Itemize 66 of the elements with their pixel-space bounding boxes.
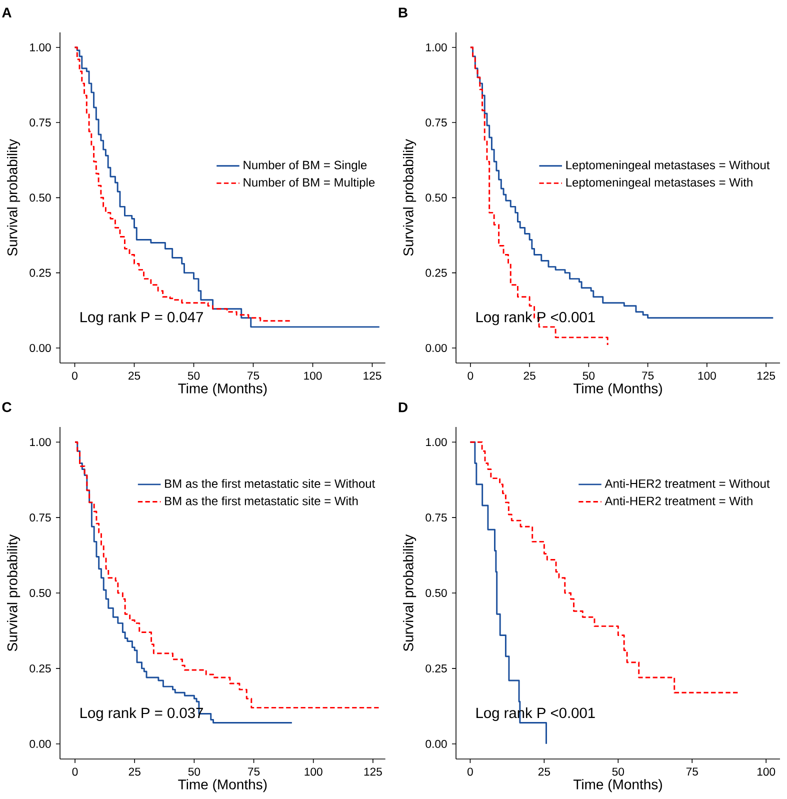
x-tick-label: 0 [72,768,78,776]
legend-label: Leptomeningeal metastases = Without [566,160,770,172]
y-tick-label: 0.50 [30,588,51,597]
x-axis-title: Time (Months) [573,383,662,396]
chart-title: C [2,402,12,412]
y-tick-label: 0.75 [426,118,447,127]
x-tick-label: 50 [188,768,200,776]
x-axis-title: Time (Months) [178,383,267,396]
x-tick-label: 25 [128,372,140,380]
x-tick-label: 25 [538,768,550,776]
y-tick-label: 0.00 [30,344,51,352]
annotation: Log rank P <0.001 [476,312,595,326]
y-tick-label: 0.50 [30,194,51,202]
x-tick-label: 100 [304,372,322,380]
y-tick-label: 1.00 [30,43,51,52]
y-tick-label: 0.75 [426,514,447,522]
x-tick-label: 125 [364,768,382,776]
legend-label: Anti-HER2 treatment = Without [604,479,770,488]
x-tick-label: 75 [686,768,698,776]
legend-label: Anti-HER2 treatment = With [604,496,752,506]
x-tick-label: 75 [248,768,260,776]
x-axis-title: Time (Months) [178,779,267,792]
x-tick-label: 125 [757,372,776,380]
x-tick-label: 100 [757,768,776,776]
x-tick-label: 75 [642,372,654,380]
legend-label: Number of BM = Single [244,160,367,172]
y-tick-label: 0.25 [30,268,51,277]
x-tick-label: 75 [248,372,260,380]
x-tick-label: 125 [364,372,382,380]
legend-label: BM as the first metastatic site = With [165,496,358,506]
y-tick-label: 0.75 [30,514,51,522]
x-tick-label: 25 [524,372,536,380]
chart-title: B [398,8,408,18]
y-tick-label: 0.25 [426,664,447,672]
y-tick-label: 0.25 [426,268,447,277]
x-tick-label: 0 [72,372,78,380]
x-tick-label: 50 [188,372,200,380]
y-tick-label: 0.50 [426,194,447,202]
y-tick-label: 0.00 [426,344,447,352]
chart-title: D [398,402,408,412]
legend-label: BM as the first metastatic site = Without [165,479,376,488]
y-tick-label: 0.00 [426,740,447,748]
x-tick-label: 0 [467,768,473,776]
legend-label: Number of BM = Multiple [244,178,375,190]
x-axis-title: Time (Months) [573,779,662,792]
chart-title: A [2,8,12,18]
y-tick-label: 1.00 [426,438,447,446]
y-tick-label: 0.00 [30,740,51,748]
y-axis-title: Survival probability [403,138,416,256]
x-tick-label: 0 [468,372,474,380]
annotation: Log rank P = 0.047 [80,312,203,326]
y-tick-label: 0.25 [30,664,51,672]
x-tick-label: 50 [612,768,624,776]
y-axis-title: Survival probability [403,534,416,652]
y-tick-label: 0.50 [426,588,447,597]
x-tick-label: 100 [698,372,716,380]
y-axis-title: Survival probability [7,138,20,256]
legend-label: Leptomeningeal metastases = With [566,178,752,190]
x-tick-label: 50 [582,372,595,380]
y-tick-label: 1.00 [426,43,447,52]
y-tick-label: 0.75 [30,118,51,127]
x-tick-label: 100 [304,768,322,776]
x-tick-label: 25 [128,768,140,776]
y-tick-label: 1.00 [30,438,51,446]
y-axis-title: Survival probability [7,534,20,652]
annotation: Log rank P = 0.037 [80,707,203,721]
